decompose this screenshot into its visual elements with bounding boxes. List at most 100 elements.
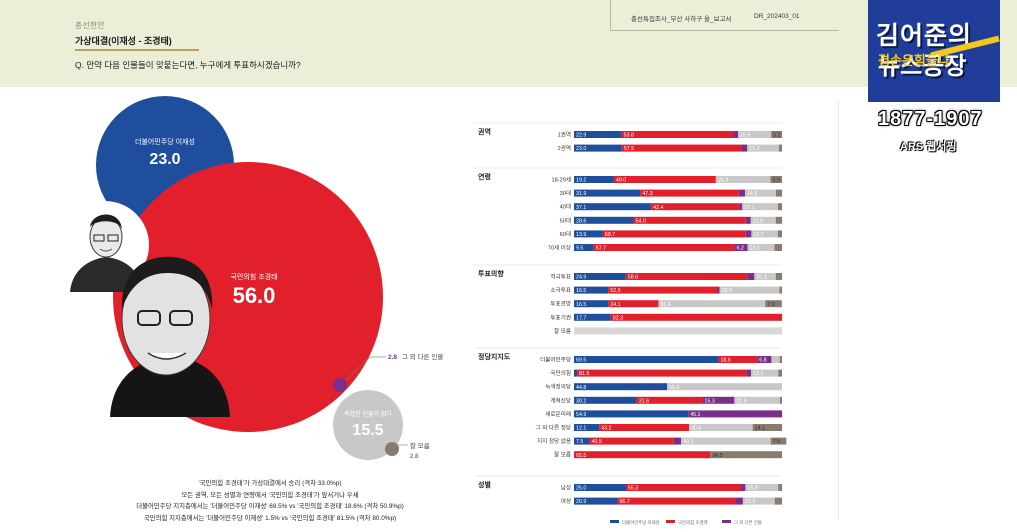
bar-segment [574, 424, 600, 431]
bar-value-label: 28.6 [576, 218, 586, 224]
bar-value-label: 5.5 [773, 178, 780, 184]
bar-segment [778, 369, 782, 377]
bubble-dk [385, 442, 399, 456]
bar-value-label: 5.2 [773, 133, 780, 139]
bar-value-label: 25.0 [576, 486, 586, 492]
portrait-ppp-icon [110, 256, 230, 417]
panel-divider [838, 100, 839, 520]
bar-segment [608, 286, 718, 294]
bar-segment [777, 203, 782, 211]
bar-value-label: 81.5 [579, 371, 589, 377]
bar-segment [751, 369, 779, 377]
bar-segment [574, 203, 652, 211]
bar-segment [574, 144, 622, 152]
bar-segment [574, 451, 711, 459]
bar-segment [574, 437, 590, 445]
row-label: 50대 [560, 216, 571, 224]
bar-value-label: 68.7 [605, 232, 615, 238]
bubble-dem-value: 23.0 [149, 151, 180, 168]
group-title: 권역 [478, 127, 491, 136]
bar-value-label: 19.2 [576, 178, 586, 184]
row-label: 40대 [560, 203, 571, 211]
bar-value-label: 52.5 [610, 288, 620, 294]
bar-segment [744, 189, 776, 197]
row-label: 잘 모름 [554, 327, 571, 335]
bar-segment [719, 286, 780, 294]
row-label: 여성 [561, 497, 571, 505]
bar-segment [636, 396, 703, 404]
bar-segment [765, 300, 782, 308]
bar-segment [746, 369, 752, 377]
bar-value-label: 12.1 [576, 426, 586, 432]
bar-segment [574, 230, 603, 238]
summary-line-3: 더불어민주당 지지층에서는 '더불어민주당 이재성' 69.5% vs '국민의… [136, 503, 404, 510]
bubble-dk-label: 잘 모름 [410, 442, 430, 450]
bar-segment [742, 497, 775, 505]
bar-segment [658, 300, 766, 308]
bar-value-label: 14.1 [755, 426, 765, 432]
logo-accent: 겸손은힘들다 [878, 53, 950, 68]
bar-segment [574, 273, 626, 280]
bar-value-label: 7.9 [767, 302, 774, 308]
section-rule [75, 49, 199, 51]
legend-swatch [722, 520, 731, 523]
legend-label: 더불어민주당 이재성 [622, 519, 660, 526]
bar-segment [742, 203, 778, 211]
bar-segment [574, 369, 578, 377]
bar-value-label: 14.9 [747, 191, 757, 197]
bar-value-label: 6.2 [737, 246, 744, 252]
bubble-chart: 더불어민주당 이재성 23.0 국민의힘 조경태 56.0 적합한 인물이 없다… [61, 96, 443, 460]
bar-segment [667, 383, 782, 391]
bar-value-label: 23.0 [576, 146, 586, 152]
group-title: 투표의향 [478, 269, 504, 278]
bar-segment [738, 131, 772, 138]
bar-segment [754, 273, 776, 280]
bar-value-label: 12.7 [753, 232, 763, 238]
bar-segment [779, 396, 782, 404]
bar-segment [593, 244, 735, 251]
bar-value-label: 31.9 [576, 191, 586, 197]
bar-segment [717, 286, 720, 294]
bar-segment [733, 131, 739, 138]
bar-segment [775, 189, 782, 197]
bar-segment [574, 410, 689, 418]
bar-segment [779, 356, 782, 363]
bar-value-label: 10.3 [756, 275, 766, 281]
bar-value-label: 6.8 [759, 358, 766, 364]
bar-segment [633, 216, 746, 224]
bubble-none-label: 적합한 인물이 없다 [344, 410, 392, 418]
doc-code: DR_202403_01 [754, 13, 800, 20]
bar-segment [735, 497, 743, 505]
bubble-ppp-label: 국민의힘 조경태 [230, 272, 277, 281]
bar-segment [747, 244, 775, 251]
bar-value-label: 53.8 [624, 133, 634, 139]
bar-value-label: 7.5 [576, 439, 583, 445]
row-label: 남성 [561, 484, 571, 492]
bar-segment [771, 356, 780, 363]
bar-segment [574, 131, 622, 138]
row-label: 새로운미래 [545, 410, 571, 418]
bar-segment [738, 189, 745, 197]
bubble-ppp-value: 56.0 [233, 283, 276, 308]
row-label: 그 외 다른 정당 [535, 424, 571, 432]
bar-segment [715, 176, 771, 183]
bar-value-label: 49.0 [616, 178, 626, 184]
row-label: 투표관망 [550, 300, 571, 308]
bar-segment [621, 131, 734, 138]
bar-value-label: 67.7 [596, 246, 606, 252]
row-label: 잘 모름 [554, 451, 571, 459]
show-logo: 김어준의 뉴스공장 겸손은힘들다 [868, 0, 1000, 102]
bubble-dem-label: 더불어민주당 이재성 [135, 137, 195, 146]
summary-line-4: 국민의힘 지지층에서는 '더불어민주당 이재성' 1.5% vs '국민의힘 조… [143, 514, 397, 522]
bar-value-label: 18.6 [721, 358, 731, 364]
bar-segment [599, 424, 690, 431]
row-label: 적극투표 [550, 274, 571, 281]
row-label: 투표기권 [550, 313, 571, 321]
row-label: 녹색정의당 [545, 383, 571, 391]
bar-segment [777, 230, 782, 238]
bar-segment [574, 484, 626, 491]
report-header [0, 0, 1017, 87]
bar-value-label: 12.0 [753, 218, 763, 224]
bar-segment [752, 424, 782, 431]
bar-value-label: 17.1 [744, 205, 754, 211]
